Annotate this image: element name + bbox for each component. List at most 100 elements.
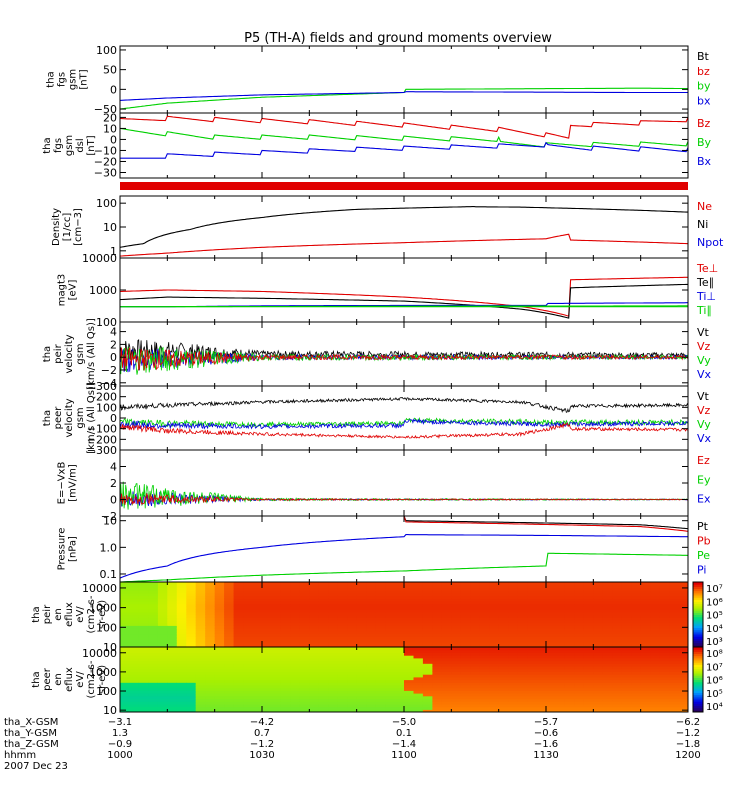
ylabel-line: tha [31, 606, 42, 622]
ylabel-peer_vel: tha peer velocity gsm [km/s (All Qs)] [42, 382, 97, 454]
legend-pressure-2: Pe [697, 549, 710, 562]
legend-density-1: Ni [697, 218, 708, 231]
series-peer_vel-3 [120, 422, 688, 439]
legend-fgs_dsl-1: By [697, 136, 712, 149]
panel-peir_spec: 10⁷ 10⁶ 10⁵ 10⁴ 10³ 10000 1000 100 10 tha peir en ef… [31, 581, 723, 654]
ytick-label: 10 [103, 515, 117, 528]
ylabel-line: fgs [57, 72, 68, 87]
ytick-label: 1000 [89, 602, 117, 615]
ylabel-moments: magt3 [eV] [57, 274, 79, 307]
xaxis-value: −0.9 [108, 739, 132, 750]
ylabel-line: eflux [64, 667, 75, 692]
ylabel-line: peer [53, 406, 64, 430]
ylabel-fgs: tha fgs gsm [nT] [46, 69, 90, 90]
ytick-label: 10 [103, 641, 117, 654]
ytick-label: −2 [101, 364, 117, 377]
ytick-label: −2 [101, 510, 117, 523]
xaxis-value: 1130 [533, 750, 558, 761]
ylabel-line: tha [46, 71, 57, 87]
ylabel-line: velocity [64, 398, 75, 437]
series-peir_vel-2 [120, 346, 688, 375]
ytick-label: 0 [110, 351, 117, 364]
ytick-label: −4 [101, 377, 117, 390]
ylabel-line: dsl [75, 138, 86, 152]
legend-moments-1: Te∥ [696, 276, 714, 289]
series-peir_vel-3 [120, 347, 688, 371]
legend-peir_vel-0: Vt [697, 326, 710, 339]
ylabel-line: gsm [75, 343, 86, 364]
colorbar-label: 10⁶ [706, 676, 723, 687]
legend-fgs-0: Bt [697, 50, 710, 63]
colorbar-label: 10⁵ [706, 689, 723, 700]
ytick-label: 1.0 [100, 541, 118, 554]
legend-pressure-3: Pi [697, 564, 706, 577]
spectrogram-peir_spec [120, 582, 688, 647]
panel-moments: 10000 1000 100 magt3 [eV] Te⊥Te∥Ti⊥Ti∥ [57, 252, 719, 329]
panel-efield: 4 2 0 −2 E=−VxB [mV/m] Ez Ey Ex [57, 449, 711, 523]
ytick-label: 0.1 [100, 568, 118, 581]
panel-peer_spec: 10⁸ 10⁷ 10⁶ 10⁵ 10⁴ 10000 1000 100 10 tha peer en ef… [31, 646, 723, 717]
ylabel-line: [nPa] [68, 536, 79, 562]
xaxis-row-label: hhmm [4, 750, 36, 761]
ylabel-line: [km/s (All Qs)] [86, 382, 97, 454]
date-label: 2007 Dec 23 [4, 761, 68, 772]
ylabel-line: gsm [75, 407, 86, 428]
ytick-label: 4 [110, 461, 117, 474]
ytick-label: −10 [94, 144, 117, 157]
legend-pressure-1: Pb [697, 535, 711, 548]
ytick-label: 10 [103, 704, 117, 717]
ytick-label: 100 [96, 316, 117, 329]
ytick-label: 10 [103, 122, 117, 135]
separator-bar [120, 182, 688, 190]
ylabel-efield: E=−VxB [mV/m] [57, 462, 79, 505]
panel-density: 100 10 1 Density [1/cc] [cm−3] Ne Ni Npot [51, 195, 724, 259]
ylabel-line: Pressure [57, 528, 68, 571]
series-pressure-0 [397, 516, 688, 530]
xaxis-value: −4.2 [250, 717, 274, 728]
panel-frame [119, 449, 689, 517]
plot-title: P5 (TH-A) fields and ground moments over… [244, 31, 552, 46]
ytick-label: 10000 [82, 647, 117, 660]
ylabel-line: peir [42, 604, 53, 624]
series-fgs_dsl-1 [120, 127, 688, 148]
ytick-label: 10000 [82, 252, 117, 265]
ylabel-density: Density [1/cc] [cm−3] [51, 208, 84, 246]
ylabel-pressure: Pressure [nPa] [57, 528, 79, 571]
legend-efield-1: Ey [697, 473, 711, 486]
ylabel-line: tha [42, 346, 53, 362]
colorbar-label: 10³ [706, 637, 723, 648]
legend-efield-2: Ex [697, 493, 711, 506]
ylabel-line: [nT] [86, 135, 97, 155]
ytick-label: −50 [94, 103, 117, 116]
xaxis-row-label: tha_Y-GSM [4, 728, 57, 739]
ytick-label: 50 [103, 64, 117, 77]
ylabel-line: en [53, 673, 64, 686]
legend-fgs-2: by [697, 80, 711, 93]
ylabel-line: [nT] [79, 69, 90, 89]
ytick-label: 20 [103, 111, 117, 124]
ylabel-line: [km/s (All Qs)] [86, 318, 97, 390]
ylabel-fgs_dsl: tha fgs gsm dsl [nT] [42, 135, 97, 156]
panel-peir_vel: 420−2−4 tha peir velocity gsm [km/s (All Qs)]… [42, 318, 712, 390]
ytick-label: −30 [94, 166, 117, 179]
ylabel-peir_vel: tha peir velocity gsm [km/s (All Qs)] [42, 318, 97, 390]
panel-frame [119, 257, 689, 323]
ylabel-line: fgs [53, 138, 64, 153]
ytick-label: 4 [110, 326, 117, 339]
ytick-label: −300 [87, 444, 117, 457]
ytick-label: −200 [87, 433, 117, 446]
xaxis-value: 0.1 [396, 728, 412, 739]
legend-peir_vel-1: Vz [697, 340, 711, 353]
panel-frame [119, 45, 689, 114]
ytick-label: −20 [94, 155, 117, 168]
ytick-label: 1000 [89, 284, 117, 297]
ytick-label: 0 [110, 83, 117, 96]
legend-moments-3: Ti∥ [696, 304, 712, 317]
ylabel-line: eV/ [75, 671, 86, 688]
ylabel-line: peer [42, 667, 53, 691]
xaxis-value: 1.3 [112, 728, 128, 739]
ylabel-line: eV/ [75, 606, 86, 623]
